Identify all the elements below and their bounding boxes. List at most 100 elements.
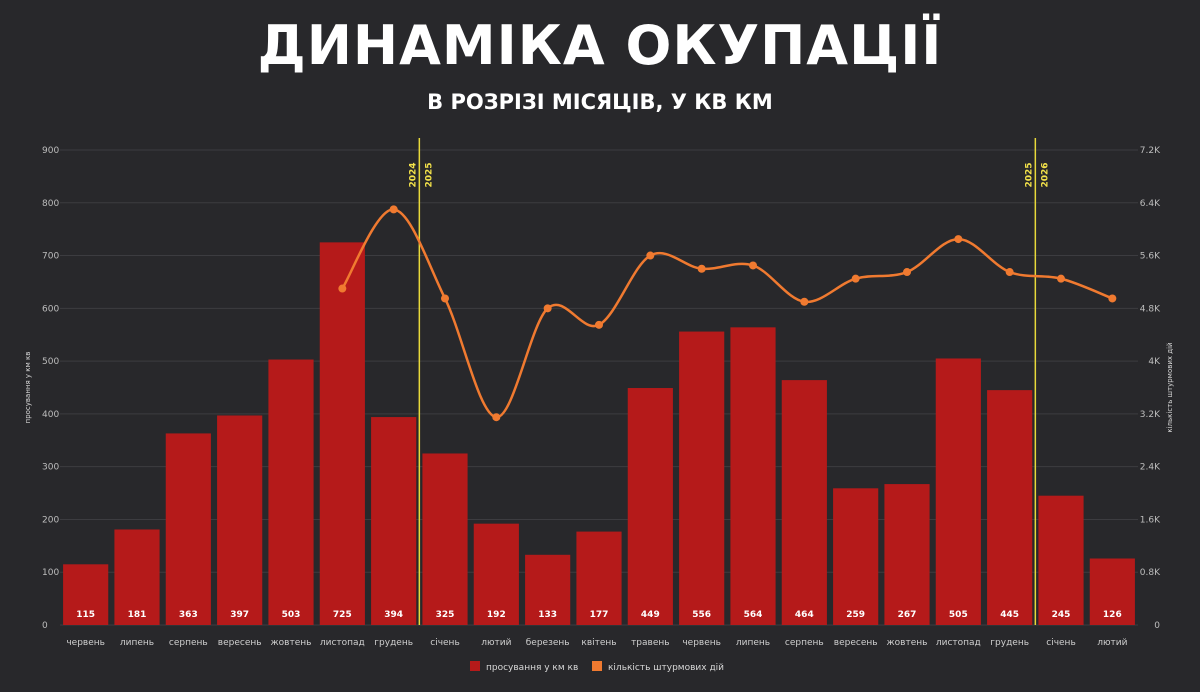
- right-tick-label: 1.6K: [1140, 515, 1161, 525]
- bar-value-label: 259: [846, 610, 865, 620]
- bar-value-label: 445: [1000, 610, 1019, 620]
- left-tick-label: 200: [42, 515, 59, 525]
- right-tick-label: 4.8K: [1140, 304, 1161, 314]
- legend-swatch-bars: [470, 661, 480, 671]
- line-point: [1108, 294, 1117, 303]
- line-point: [441, 294, 449, 303]
- left-tick-label: 700: [42, 252, 59, 262]
- line-point: [389, 205, 398, 214]
- right-tick-label: 3.2K: [1140, 410, 1161, 420]
- x-category-label: листопад: [320, 638, 365, 648]
- left-tick-label: 0: [42, 621, 48, 631]
- x-category-label: серпень: [169, 638, 208, 648]
- bar: [730, 327, 776, 625]
- x-category-label: жовтень: [887, 638, 928, 648]
- x-category-label: серпень: [785, 638, 824, 648]
- bar: [217, 415, 263, 625]
- year-label: 2024: [408, 162, 418, 187]
- right-axis-label: кількість штурмових дій: [1166, 342, 1174, 432]
- line-point: [543, 304, 552, 313]
- left-tick-label: 800: [42, 199, 59, 209]
- left-tick-label: 500: [42, 357, 59, 367]
- bar: [165, 433, 211, 625]
- bar-value-label: 556: [692, 610, 711, 620]
- bar: [268, 359, 314, 625]
- bar: [422, 453, 468, 625]
- bar: [987, 390, 1033, 625]
- year-label: 2025: [1024, 162, 1034, 187]
- bar-value-label: 181: [128, 610, 147, 620]
- line-point: [800, 297, 809, 306]
- bar: [884, 484, 930, 625]
- bar: [679, 331, 725, 625]
- line-point: [954, 235, 963, 244]
- bar-value-label: 505: [949, 610, 968, 620]
- x-category-label: січень: [1046, 638, 1076, 648]
- x-category-label: липень: [120, 638, 154, 648]
- right-tick-label: 6.4K: [1140, 199, 1161, 209]
- x-category-label: травень: [631, 638, 670, 648]
- x-category-label: лютий: [1097, 638, 1127, 648]
- bar-value-label: 464: [795, 610, 814, 620]
- bar: [576, 531, 622, 625]
- legend-label-line: кількість штурмових дій: [608, 663, 724, 673]
- right-tick-label: 5.6K: [1140, 252, 1161, 262]
- legend-swatch-line: [592, 661, 602, 671]
- bar-value-label: 363: [179, 610, 198, 620]
- assault-line: [341, 208, 1113, 419]
- bar-value-label: 126: [1103, 610, 1122, 620]
- x-category-label: січень: [430, 638, 460, 648]
- right-tick-label: 4K: [1148, 357, 1161, 367]
- right-tick-label: 0.8K: [1140, 568, 1161, 578]
- right-tick-label: 0: [1154, 621, 1160, 631]
- line-point: [338, 284, 347, 293]
- bar: [627, 388, 673, 625]
- bar: [63, 564, 109, 625]
- bar: [935, 358, 981, 625]
- chart-title: ДИНАМІКА ОКУПАЦІЇ: [257, 14, 943, 77]
- line-point: [851, 274, 860, 283]
- bar-value-label: 192: [487, 610, 506, 620]
- left-axis-label: просування у км кв: [24, 352, 32, 424]
- bar: [1089, 558, 1135, 625]
- x-category-label: вересень: [218, 638, 262, 648]
- bar-value-label: 397: [230, 610, 249, 620]
- bar: [525, 554, 571, 625]
- left-tick-label: 600: [42, 304, 59, 314]
- line-point: [749, 261, 757, 270]
- x-category-label: червень: [682, 638, 721, 648]
- x-category-label: липень: [736, 638, 770, 648]
- x-category-label: вересень: [834, 638, 878, 648]
- bar-value-label: 503: [282, 610, 301, 620]
- chart-subtitle: В РОЗРІЗІ МІСЯЦІВ, У КВ КМ: [427, 90, 773, 114]
- x-category-label: лютий: [481, 638, 511, 648]
- bar-value-label: 133: [538, 610, 557, 620]
- bar-value-label: 325: [436, 610, 455, 620]
- year-label: 2025: [424, 162, 434, 187]
- left-tick-label: 300: [42, 463, 59, 473]
- line-point: [903, 268, 911, 277]
- x-category-label: березень: [526, 638, 570, 648]
- year-label: 2026: [1040, 162, 1050, 187]
- left-tick-label: 400: [42, 410, 59, 420]
- bar: [473, 523, 519, 625]
- right-tick-label: 2.4K: [1140, 463, 1161, 473]
- bar: [371, 417, 417, 625]
- bar: [319, 242, 365, 625]
- line-point: [1057, 274, 1065, 283]
- line-point: [595, 320, 603, 329]
- bar-value-label: 115: [76, 610, 95, 620]
- line-point: [492, 413, 501, 422]
- x-category-label: грудень: [990, 638, 1029, 648]
- bar-value-label: 245: [1052, 610, 1071, 620]
- bar-value-label: 267: [898, 610, 917, 620]
- bar-value-label: 394: [384, 610, 403, 620]
- legend-label-bars: просування у км кв: [486, 663, 578, 673]
- bar-value-label: 177: [590, 610, 609, 620]
- line-point: [646, 251, 655, 260]
- bar: [781, 380, 827, 625]
- x-category-label: жовтень: [271, 638, 312, 648]
- bar: [114, 529, 160, 625]
- bar: [833, 488, 879, 625]
